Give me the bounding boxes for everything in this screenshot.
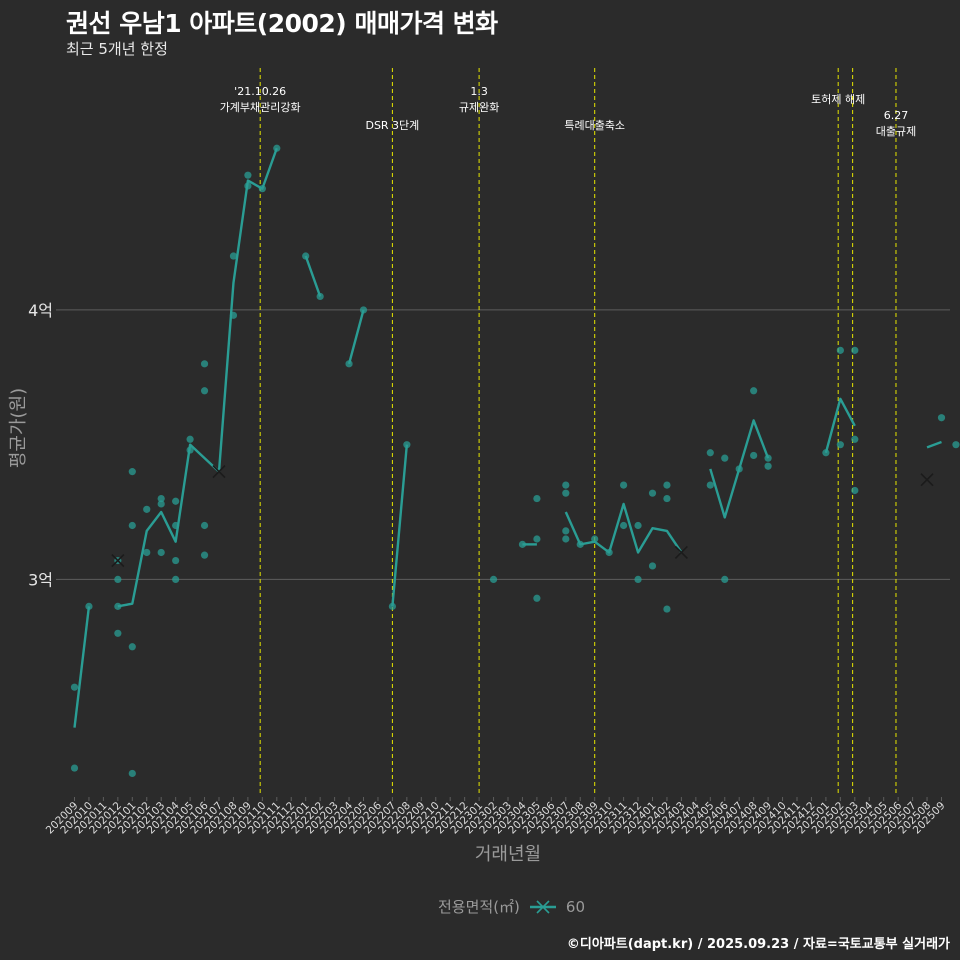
data-point xyxy=(562,481,570,489)
data-point xyxy=(533,494,541,503)
footer-credit: ©디아파트(dapt.kr) / 2025.09.23 / 자료=국토교통부 실… xyxy=(566,937,950,952)
data-point xyxy=(157,500,165,508)
series-line xyxy=(926,440,942,449)
event-label: 가계부채관리강화 xyxy=(220,101,301,114)
cross-marker xyxy=(111,553,125,568)
series-line xyxy=(347,309,365,365)
data-point xyxy=(70,764,79,772)
data-point xyxy=(157,548,165,557)
data-point xyxy=(200,387,209,395)
data-point xyxy=(388,602,396,610)
event-label: DSR 3단계 xyxy=(365,119,419,132)
data-point xyxy=(562,527,570,535)
y-axis-title: 평균가(원) xyxy=(8,388,29,468)
data-point xyxy=(114,575,122,584)
data-point xyxy=(836,346,844,354)
legend-title: 전용면적(㎡) xyxy=(438,898,520,916)
data-point xyxy=(533,594,541,602)
data-point xyxy=(128,521,136,530)
data-point xyxy=(663,481,671,489)
data-point xyxy=(172,497,180,505)
data-point xyxy=(648,562,657,570)
series-line xyxy=(391,444,409,607)
chart-title: 권선 우남1 아파트(2002) 매매가격 변화 xyxy=(66,9,498,38)
data-point xyxy=(851,486,859,495)
data-point xyxy=(648,489,657,497)
data-point xyxy=(186,435,194,443)
cross-marker xyxy=(212,465,226,479)
event-label: 토허제 해제 xyxy=(811,92,865,106)
data-point xyxy=(634,575,642,584)
data-point xyxy=(114,602,122,610)
data-point xyxy=(128,468,136,476)
event-label: 규제완화 xyxy=(459,101,499,114)
y-tick-label: 3억 xyxy=(28,570,53,589)
data-point xyxy=(200,521,209,530)
series-line xyxy=(709,419,770,519)
series-line xyxy=(824,397,856,454)
event-label: 대출규제 xyxy=(876,125,916,138)
data-point xyxy=(114,629,122,637)
data-point xyxy=(143,505,151,513)
data-point xyxy=(172,556,180,565)
data-point xyxy=(721,454,729,462)
series-line xyxy=(73,606,91,728)
event-label: 6.27 xyxy=(884,109,909,122)
data-point xyxy=(620,521,628,530)
data-point xyxy=(562,535,570,543)
data-point xyxy=(764,462,772,470)
data-point xyxy=(533,535,541,543)
data-point xyxy=(128,769,136,778)
event-label: 특례대출축소 xyxy=(564,119,625,132)
data-point xyxy=(244,171,252,179)
series-line xyxy=(564,502,683,554)
series-line xyxy=(117,147,278,608)
data-point xyxy=(663,494,671,503)
data-point xyxy=(750,387,758,395)
data-point xyxy=(157,494,165,503)
data-point xyxy=(634,521,642,530)
legend-key-icon xyxy=(529,899,556,914)
cross-marker xyxy=(674,545,688,560)
data-point xyxy=(128,643,136,651)
data-point xyxy=(851,435,859,443)
series-line xyxy=(304,255,322,297)
data-point xyxy=(706,481,714,489)
data-point xyxy=(70,683,79,691)
data-point xyxy=(750,451,758,460)
data-point xyxy=(620,481,628,489)
data-point xyxy=(562,489,570,497)
data-point xyxy=(721,575,729,584)
data-point xyxy=(489,575,498,584)
chart-subtitle: 최근 5개년 한정 xyxy=(66,40,168,58)
data-point xyxy=(663,605,671,613)
data-point xyxy=(200,551,209,559)
event-label: 1.3 xyxy=(470,85,488,98)
y-tick-label: 4억 xyxy=(28,301,53,320)
data-point xyxy=(937,414,946,422)
data-point xyxy=(591,535,599,543)
data-point xyxy=(851,346,859,354)
data-point xyxy=(200,360,209,368)
data-point xyxy=(172,575,180,584)
data-point xyxy=(952,441,960,449)
data-point xyxy=(143,548,151,557)
data-point xyxy=(706,449,714,457)
cross-marker xyxy=(920,473,934,487)
data-point xyxy=(836,441,844,449)
x-axis-title: 거래년월 xyxy=(475,844,541,865)
event-label: '21.10.26 xyxy=(234,85,286,98)
legend-item-label: 60 xyxy=(565,897,585,916)
legend: 전용면적(㎡) 60 xyxy=(438,896,585,917)
data-point xyxy=(229,252,238,260)
